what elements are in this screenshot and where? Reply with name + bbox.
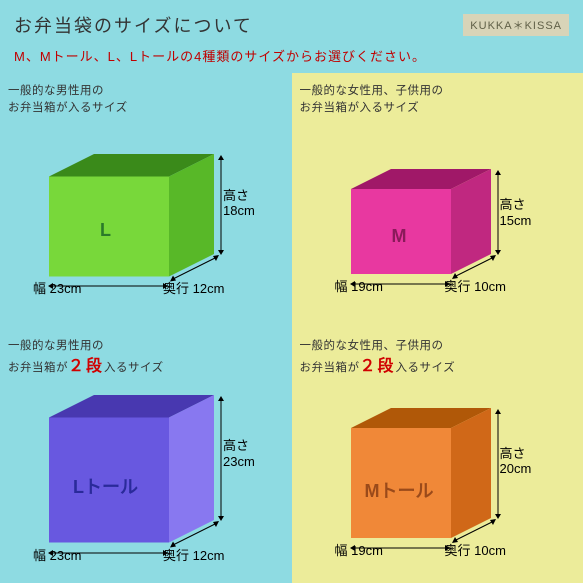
dim-height: 高さ 23cm xyxy=(223,438,255,469)
desc-line2: お弁当箱が入るサイズ xyxy=(8,102,128,114)
cell-ltall: 一般的な男性用のお弁当箱が２段入るサイズLトール高さ 23cm幅 23cm奥行 … xyxy=(0,328,292,583)
size-description: 一般的な女性用、子供用のお弁当箱が入るサイズ xyxy=(300,83,576,118)
arrow-width xyxy=(48,544,168,562)
arrow-height xyxy=(494,409,502,524)
size-description: 一般的な男性用のお弁当箱が入るサイズ xyxy=(8,83,284,118)
cell-mtall: 一般的な女性用、子供用のお弁当箱が２段入るサイズMトール高さ 20cm幅 19c… xyxy=(292,328,583,583)
box-diagram: M高さ 15cm幅 19cm奥行 10cm xyxy=(300,118,576,308)
size-description: 一般的な女性用、子供用のお弁当箱が２段入るサイズ xyxy=(300,338,576,379)
desc-line2a: お弁当箱が xyxy=(300,362,360,374)
desc-line2a: お弁当箱が xyxy=(8,362,68,374)
desc-line1: 一般的な女性用、子供用の xyxy=(300,85,444,97)
desc-line2b: 入るサイズ xyxy=(396,362,456,374)
desc-highlight: ２段 xyxy=(360,358,396,375)
brand-label: KUKKA＊KISSA xyxy=(463,14,569,36)
page-subtitle: M、Mトール、L、Lトールの4種類のサイズからお選びください。 xyxy=(14,46,569,65)
arrow-height xyxy=(494,170,502,260)
desc-highlight: ２段 xyxy=(68,358,104,375)
page: お弁当袋のサイズについて KUKKA＊KISSA M、Mトール、L、Lトールの4… xyxy=(0,0,583,583)
arrow-width xyxy=(350,539,450,557)
arrow-height xyxy=(217,396,225,526)
desc-line2: お弁当箱が入るサイズ xyxy=(300,102,420,114)
size-description: 一般的な男性用のお弁当箱が２段入るサイズ xyxy=(8,338,284,379)
arrow-depth xyxy=(170,255,221,289)
desc-line1: 一般的な女性用、子供用の xyxy=(300,340,444,352)
cell-m: 一般的な女性用、子供用のお弁当箱が入るサイズM高さ 15cm幅 19cm奥行 1… xyxy=(292,73,583,328)
box-diagram: Lトール高さ 23cm幅 23cm奥行 12cm xyxy=(8,379,284,569)
header: お弁当袋のサイズについて KUKKA＊KISSA M、Mトール、L、Lトールの4… xyxy=(0,0,583,73)
page-title: お弁当袋のサイズについて xyxy=(14,12,253,38)
size-grid: 一般的な男性用のお弁当箱が入るサイズL高さ 18cm幅 23cm奥行 12cm … xyxy=(0,73,583,583)
box-label: L xyxy=(100,220,111,241)
desc-line2b: 入るサイズ xyxy=(104,362,164,374)
box-label: Mトール xyxy=(365,477,434,503)
box-diagram: Mトール高さ 20cm幅 19cm奥行 10cm xyxy=(300,379,576,569)
arrow-depth xyxy=(452,255,498,286)
box-diagram: L高さ 18cm幅 23cm奥行 12cm xyxy=(8,118,284,308)
arrow-width xyxy=(350,275,450,293)
arrow-depth xyxy=(170,521,221,555)
cell-l: 一般的な男性用のお弁当箱が入るサイズL高さ 18cm幅 23cm奥行 12cm xyxy=(0,73,292,328)
arrow-height xyxy=(217,155,225,260)
box-label: Lトール xyxy=(73,473,138,499)
arrow-depth xyxy=(452,519,498,550)
dim-height: 高さ 15cm xyxy=(500,197,532,228)
dim-height: 高さ 18cm xyxy=(223,188,255,219)
desc-line1: 一般的な男性用の xyxy=(8,340,104,352)
title-row: お弁当袋のサイズについて KUKKA＊KISSA xyxy=(14,12,569,38)
desc-line1: 一般的な男性用の xyxy=(8,85,104,97)
dim-height: 高さ 20cm xyxy=(500,446,532,477)
arrow-width xyxy=(48,277,168,295)
box-label: M xyxy=(392,226,407,247)
